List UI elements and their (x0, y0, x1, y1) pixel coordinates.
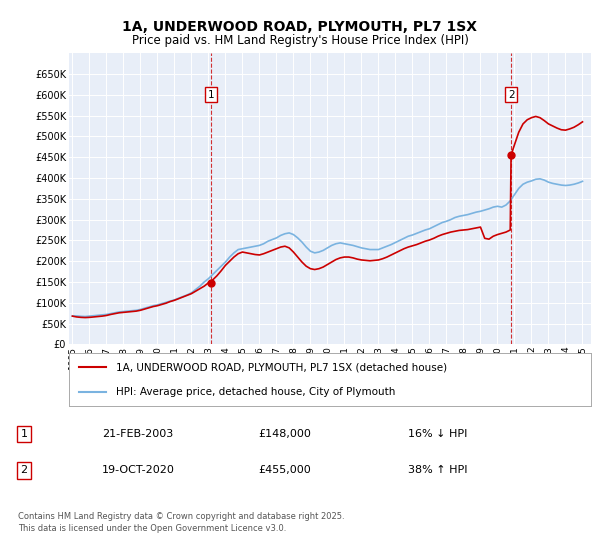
Text: 38% ↑ HPI: 38% ↑ HPI (408, 465, 467, 475)
Text: £148,000: £148,000 (258, 429, 311, 439)
Text: 2: 2 (20, 465, 28, 475)
Text: 1: 1 (208, 90, 214, 100)
Text: 1: 1 (20, 429, 28, 439)
Text: Contains HM Land Registry data © Crown copyright and database right 2025.
This d: Contains HM Land Registry data © Crown c… (18, 512, 344, 533)
Text: 1A, UNDERWOOD ROAD, PLYMOUTH, PL7 1SX (detached house): 1A, UNDERWOOD ROAD, PLYMOUTH, PL7 1SX (d… (116, 362, 447, 372)
Text: 1A, UNDERWOOD ROAD, PLYMOUTH, PL7 1SX: 1A, UNDERWOOD ROAD, PLYMOUTH, PL7 1SX (122, 20, 478, 34)
Text: 19-OCT-2020: 19-OCT-2020 (102, 465, 175, 475)
Text: 21-FEB-2003: 21-FEB-2003 (102, 429, 173, 439)
Text: 2: 2 (508, 90, 514, 100)
Text: Price paid vs. HM Land Registry's House Price Index (HPI): Price paid vs. HM Land Registry's House … (131, 34, 469, 46)
Text: HPI: Average price, detached house, City of Plymouth: HPI: Average price, detached house, City… (116, 386, 395, 396)
Text: 16% ↓ HPI: 16% ↓ HPI (408, 429, 467, 439)
Text: £455,000: £455,000 (258, 465, 311, 475)
